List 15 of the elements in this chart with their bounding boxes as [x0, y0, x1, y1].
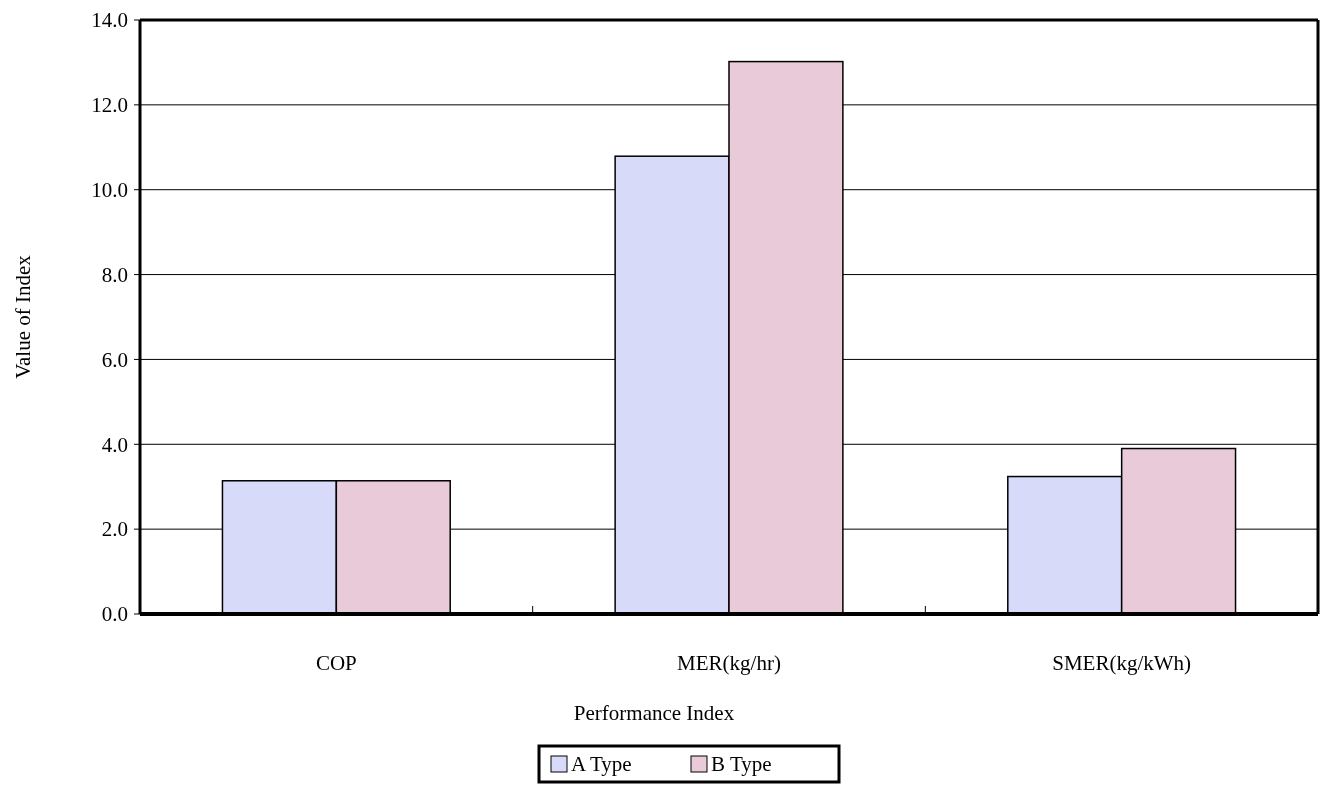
x-tick-label: COP	[315, 651, 357, 675]
x-axis-title: Performance Index	[573, 701, 735, 725]
y-axis-title: Value of Index	[11, 254, 35, 379]
y-tick-label: 0.0	[101, 602, 128, 627]
x-tick-label: SMER(kg/kWh)	[1052, 651, 1192, 675]
y-tick-label: 2.0	[101, 517, 128, 542]
legend-label: A Type	[571, 752, 632, 776]
y-tick-label: 8.0	[101, 262, 128, 287]
y-tick-label: 6.0	[101, 347, 128, 372]
y-tick-label: 10.0	[91, 178, 128, 203]
x-tick-label: MER(kg/hr)	[677, 651, 781, 675]
legend-label: B Type	[711, 752, 772, 776]
y-tick-label: 12.0	[91, 93, 128, 118]
y-tick-label: 4.0	[101, 432, 128, 457]
y-tick-label: 14.0	[91, 8, 128, 33]
